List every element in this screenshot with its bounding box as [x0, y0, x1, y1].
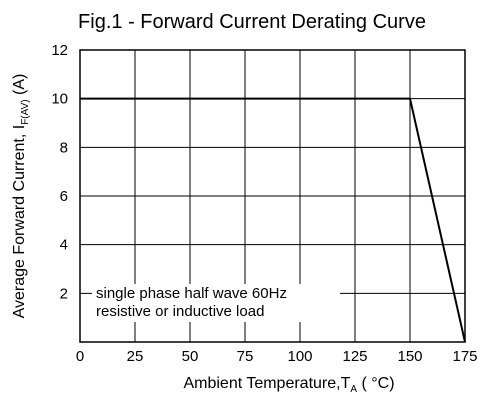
- x-tick-label: 75: [237, 348, 254, 365]
- y-tick-label: 4: [60, 237, 68, 254]
- plot-frame: [79, 49, 466, 343]
- x-tick-label: 175: [452, 348, 477, 365]
- x-tick-label: 150: [397, 348, 422, 365]
- y-tick-labels: 2 4 6 8 10 12: [51, 42, 68, 302]
- x-tick-label: 0: [76, 348, 84, 365]
- y-tick-label: 12: [51, 42, 68, 59]
- x-tick-labels: 0 25 50 75 100 125 150 175: [76, 348, 478, 365]
- annotation-line-2: resistive or inductive load: [96, 303, 264, 320]
- y-tick-label: 2: [60, 285, 68, 302]
- derating-curve: [80, 97, 466, 343]
- y-tick-label: 6: [60, 188, 68, 205]
- x-tick-label: 25: [127, 348, 144, 365]
- y-tick-label: 10: [51, 91, 68, 108]
- x-tick-label: 100: [287, 348, 312, 365]
- annotation: single phase half wave 60Hz resistive or…: [92, 284, 340, 322]
- series-group: [80, 97, 466, 343]
- x-tick-label: 125: [342, 348, 367, 365]
- chart-title: Fig.1 - Forward Current Derating Curve: [78, 11, 426, 33]
- x-tick-label: 50: [182, 348, 199, 365]
- x-axis-label: Ambient Temperature,TA ( °C): [183, 375, 394, 395]
- annotation-background: [92, 284, 340, 322]
- y-axis-label: Average Forward Current, IF(AV) (A): [11, 74, 31, 319]
- annotation-line-1: single phase half wave 60Hz: [96, 285, 287, 302]
- y-tick-label: 8: [60, 139, 68, 156]
